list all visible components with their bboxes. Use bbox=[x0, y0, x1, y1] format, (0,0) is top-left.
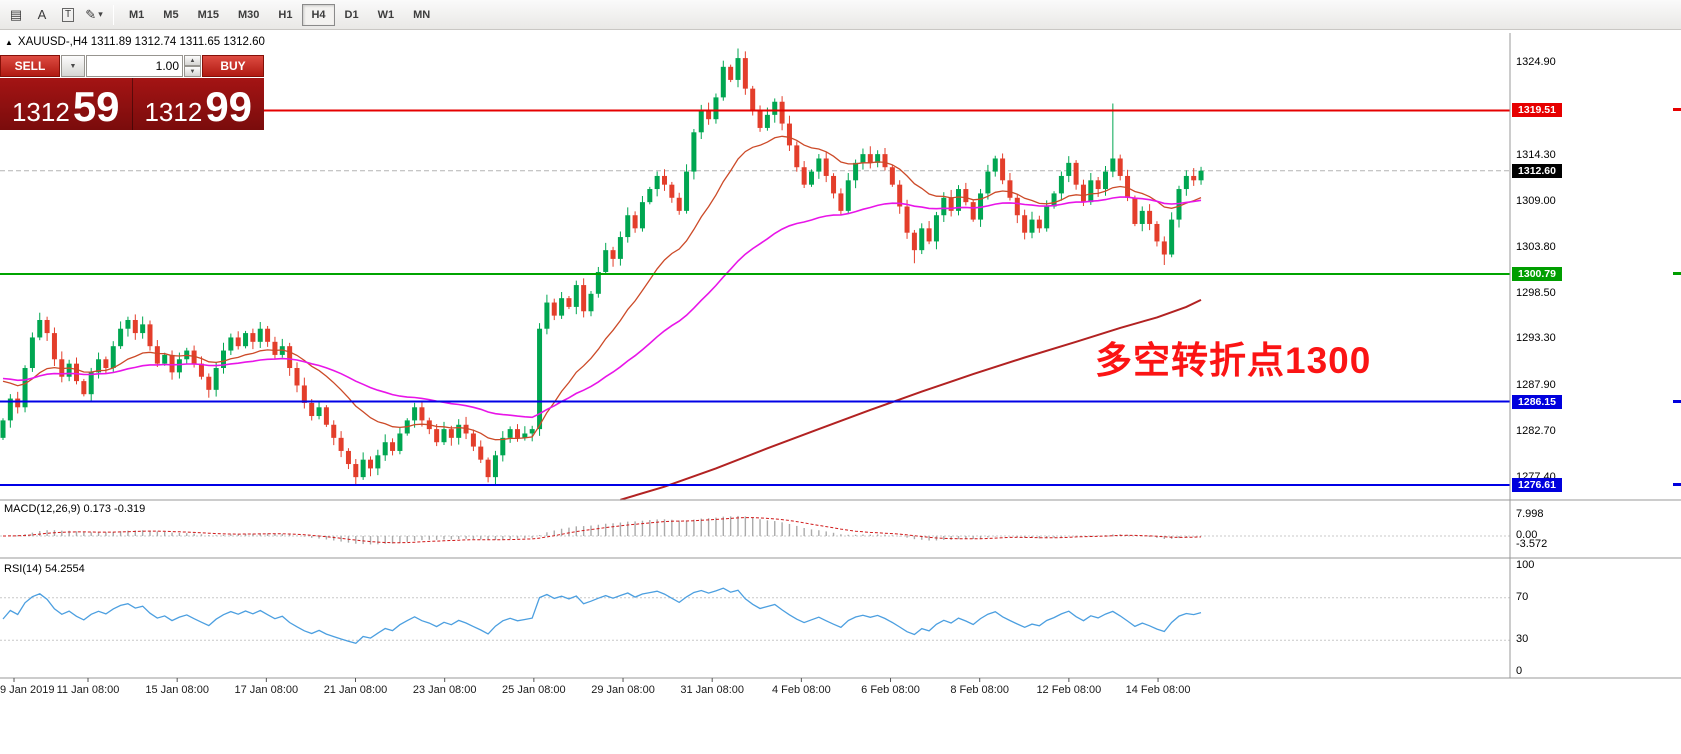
price-axis-tick: 1287.90 bbox=[1516, 379, 1556, 392]
timeframe-group: M1 M5 M15 M30 H1 H4 D1 W1 MN bbox=[120, 3, 439, 26]
chart-annotation-text[interactable]: 多空转折点1300 bbox=[1095, 340, 1372, 381]
time-axis-label: 23 Jan 08:00 bbox=[412, 684, 477, 696]
line-edge-mark bbox=[1673, 271, 1681, 275]
price-line-label: 1300.79 bbox=[1512, 266, 1562, 281]
one-click-trading-panel: SELL ▼ ▲ ▼ BUY 1312 59 1312 99 bbox=[0, 55, 264, 130]
price-axis-tick: 1324.90 bbox=[1516, 56, 1556, 69]
price-line-label: 1312.60 bbox=[1512, 163, 1562, 178]
chart-list-icon[interactable]: ▤ bbox=[3, 3, 29, 27]
macd-signal-line bbox=[2, 517, 1202, 544]
rsi-axis-tick: 30 bbox=[1516, 633, 1529, 646]
trade-controls-row: SELL ▼ ▲ ▼ BUY bbox=[0, 55, 264, 77]
volume-stepper: ▲ ▼ bbox=[184, 55, 201, 77]
buy-price[interactable]: 1312 99 bbox=[133, 78, 265, 130]
stepper-up-icon[interactable]: ▲ bbox=[184, 55, 201, 66]
rsi-label: RSI(14) 54.2554 bbox=[4, 563, 85, 575]
chevron-down-icon: ▾ bbox=[98, 9, 103, 19]
buy-button[interactable]: BUY bbox=[202, 55, 264, 77]
macd-axis-tick: 0.00 bbox=[1516, 529, 1538, 541]
macd-axis-tick: -3.572 bbox=[1516, 538, 1548, 551]
toolbar-separator bbox=[113, 4, 114, 25]
price-axis[interactable]: 1324.90 1314.30 1309.00 1303.80 1298.50 1293.… bbox=[1510, 30, 1681, 754]
price-axis-tick: 1309.00 bbox=[1516, 195, 1556, 208]
volume-input[interactable] bbox=[86, 55, 183, 77]
time-axis-label: 4 Feb 08:00 bbox=[772, 684, 831, 696]
bid-ask-display: 1312 59 1312 99 bbox=[0, 78, 264, 130]
timeframe-button-m5[interactable]: M5 bbox=[154, 4, 187, 26]
price-line-label: 1319.51 bbox=[1512, 103, 1562, 118]
time-axis-label: 29 Jan 08:00 bbox=[591, 684, 655, 696]
price-line-label: 1286.15 bbox=[1512, 394, 1562, 409]
price-axis-tick: 1293.30 bbox=[1516, 332, 1556, 345]
price-axis-tick: 1303.80 bbox=[1516, 240, 1556, 253]
timeframe-button-m30[interactable]: M30 bbox=[229, 4, 268, 26]
time-axis-label: 12 Feb 08:00 bbox=[1036, 684, 1102, 696]
price-line-label: 1276.61 bbox=[1512, 477, 1562, 492]
rsi-axis-tick: 0 bbox=[1516, 665, 1523, 677]
ma-fast-line bbox=[2, 135, 1202, 441]
triangle-up-icon: ▲ bbox=[5, 37, 13, 47]
time-axis-label: 11 Jan 08:00 bbox=[56, 684, 120, 696]
chart-area[interactable]: ▲ XAUUSD-,H4 1311.89 1312.74 1311.65 131… bbox=[0, 30, 1681, 754]
top-toolbar: ▤ A T ✎ ▾ M1 M5 M15 M30 H1 H4 D1 W1 MN bbox=[0, 0, 1681, 30]
time-axis[interactable]: 9 Jan 2019 11 Jan 08:00 15 Jan 08:00 17 Jan… bbox=[0, 682, 1681, 700]
rsi-line bbox=[2, 587, 1202, 645]
symbol-ohlc-text: XAUUSD-,H4 1311.89 1312.74 1311.65 1312.… bbox=[17, 36, 265, 48]
buy-price-big: 1312 bbox=[144, 97, 203, 127]
line-edge-mark bbox=[1673, 482, 1681, 486]
ma-mid-line bbox=[2, 196, 1202, 419]
ma-long-line bbox=[620, 298, 1202, 501]
sell-price-pips: 59 bbox=[72, 83, 120, 131]
macd-label: MACD(12,26,9) 0.173 -0.319 bbox=[4, 503, 146, 515]
timeframe-button-m15[interactable]: M15 bbox=[189, 4, 228, 26]
timeframe-button-h1[interactable]: H1 bbox=[269, 4, 301, 26]
time-axis-label: 25 Jan 08:00 bbox=[502, 684, 566, 696]
time-axis-label: 15 Jan 08:00 bbox=[145, 684, 209, 696]
stepper-down-icon[interactable]: ▼ bbox=[184, 66, 201, 77]
symbol-info: ▲ XAUUSD-,H4 1311.89 1312.74 1311.65 131… bbox=[5, 36, 265, 48]
time-axis-label: 17 Jan 08:00 bbox=[234, 684, 299, 696]
time-axis-label: 8 Feb 08:00 bbox=[950, 684, 1010, 696]
line-edge-mark bbox=[1673, 108, 1681, 112]
text-box-glyph: T bbox=[61, 7, 75, 22]
text-label-glyph: A bbox=[37, 7, 47, 22]
buy-price-pips: 99 bbox=[205, 83, 253, 131]
timeframe-button-d1[interactable]: D1 bbox=[336, 4, 368, 26]
rsi-axis-tick: 70 bbox=[1516, 590, 1529, 603]
line-edge-mark bbox=[1673, 399, 1681, 403]
price-axis-tick: 1314.30 bbox=[1516, 148, 1556, 161]
sell-button[interactable]: SELL bbox=[0, 55, 60, 77]
text-box-tool-icon[interactable]: T bbox=[55, 3, 81, 27]
time-axis-label: 14 Feb 08:00 bbox=[1125, 684, 1191, 696]
timeframe-button-mn[interactable]: MN bbox=[404, 4, 439, 26]
timeframe-button-w1[interactable]: W1 bbox=[369, 4, 404, 26]
time-axis-label: 6 Feb 08:00 bbox=[861, 684, 920, 696]
price-axis-tick: 1282.70 bbox=[1516, 424, 1556, 437]
price-chart-svg[interactable] bbox=[0, 30, 1681, 754]
timeframe-button-m1[interactable]: M1 bbox=[120, 4, 153, 26]
volume-dropdown-button[interactable]: ▼ bbox=[61, 55, 85, 77]
time-axis-label: 9 Jan 2019 bbox=[0, 684, 55, 696]
text-label-tool-icon[interactable]: A bbox=[29, 3, 55, 27]
macd-histogram bbox=[9, 515, 1202, 545]
sell-price[interactable]: 1312 59 bbox=[0, 78, 133, 130]
rsi-axis-tick: 100 bbox=[1516, 559, 1535, 571]
sell-price-big: 1312 bbox=[11, 97, 70, 127]
timeframe-button-h4[interactable]: H4 bbox=[302, 3, 335, 26]
macd-axis-tick: 7.998 bbox=[1516, 508, 1544, 521]
price-axis-tick: 1298.50 bbox=[1516, 286, 1556, 299]
drawing-tools-icon: ✎ bbox=[85, 6, 97, 22]
chart-list-glyph: ▤ bbox=[9, 6, 23, 22]
time-axis-label: 21 Jan 08:00 bbox=[323, 684, 388, 696]
drawing-tools-dropdown[interactable]: ✎ ▾ bbox=[81, 3, 107, 27]
time-axis-label: 31 Jan 08:00 bbox=[680, 684, 744, 696]
